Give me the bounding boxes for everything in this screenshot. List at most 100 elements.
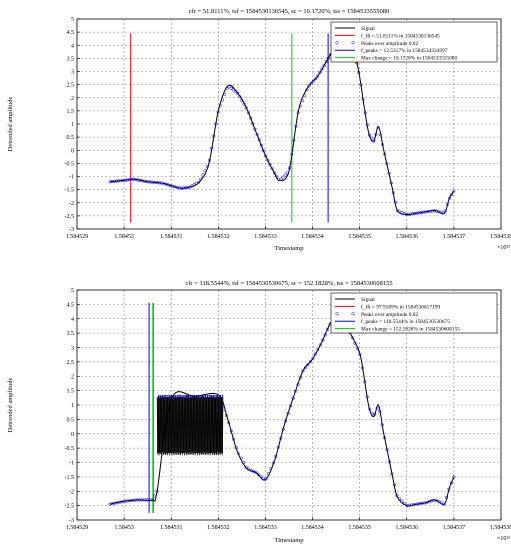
peak-point <box>326 56 330 60</box>
peak-point <box>219 394 223 398</box>
y-tick-label: 3 <box>71 346 74 352</box>
peak-point <box>316 347 320 351</box>
y-tick-label: 2.5 <box>67 83 75 89</box>
peak-point <box>270 167 274 171</box>
y-tick-label: 4.5 <box>67 30 75 36</box>
peak-point <box>151 180 155 184</box>
legend-marker <box>335 312 339 316</box>
peak-point <box>311 356 315 360</box>
peak-point <box>426 210 430 214</box>
peak-point <box>239 456 243 460</box>
peak-point <box>284 419 288 423</box>
y-axis-label: Detrended amplitude <box>7 97 14 152</box>
legend-label: Signal <box>361 26 375 32</box>
peak-point <box>292 138 296 142</box>
peak-point <box>205 164 209 169</box>
peak-point <box>422 210 426 214</box>
peak-point <box>276 445 280 449</box>
peak-point <box>359 83 363 87</box>
peak-point <box>360 366 364 370</box>
legend-label: Max change = 10.1720% in 1584533555080 <box>361 56 457 62</box>
x-tick-label: 1.584529 <box>66 525 89 531</box>
peak-point <box>404 212 408 216</box>
peak-point <box>380 423 384 427</box>
x-tick-label: 1.584532 <box>207 525 230 531</box>
peak-point <box>361 97 365 101</box>
peak-point <box>218 104 222 108</box>
chart-0: 1.584529 1.58453 1.584531 1.584532 1.584533 1… <box>7 8 511 252</box>
peak-point <box>233 89 237 93</box>
peak-point <box>320 67 324 71</box>
y-tick-label: -1.5 <box>65 475 75 481</box>
peak-point <box>117 179 121 183</box>
peak-point <box>291 396 295 400</box>
y-tick-label: 4.5 <box>67 302 75 308</box>
peak-point <box>181 186 186 190</box>
y-tick-label: 0.5 <box>67 417 75 423</box>
y-tick-label: -3 <box>69 518 74 524</box>
peak-point <box>274 454 278 458</box>
peak-point <box>402 501 406 506</box>
y-tick-label: 2 <box>71 374 74 380</box>
peak-point <box>393 200 398 204</box>
peak-point <box>266 472 270 476</box>
y-tick-label: 1.5 <box>67 109 75 115</box>
x-tick-label: 1.584536 <box>396 525 419 531</box>
peak-point <box>212 134 216 138</box>
peak-point <box>279 436 283 440</box>
peak-point <box>448 196 452 200</box>
y-tick-label: -2.5 <box>65 214 75 220</box>
oscillation-path <box>156 394 224 456</box>
x-tick-label: 1.584534 <box>301 525 324 531</box>
peak-point <box>306 363 310 367</box>
peak-point <box>383 436 387 440</box>
peak-point <box>153 180 157 185</box>
x-tick-labels: 1.584529 1.58453 1.584531 1.584532 1.584533 1… <box>66 525 511 531</box>
peak-point <box>290 152 294 156</box>
peak-point <box>257 138 261 142</box>
peak-point <box>160 181 164 185</box>
legend-box <box>330 21 498 63</box>
peak-point <box>253 127 257 131</box>
x-tick-label: 1.584536 <box>396 234 419 240</box>
peak-point <box>293 389 298 393</box>
peak-point <box>374 132 378 136</box>
x-tick-label: 1.584533 <box>254 234 277 240</box>
peak-point <box>415 211 419 215</box>
peak-point <box>236 91 240 95</box>
peak-point <box>375 406 379 410</box>
y-tick-label: 5 <box>71 288 74 294</box>
peak-point <box>395 493 399 497</box>
y-tick-label: 5 <box>71 17 74 23</box>
peak-point <box>301 369 305 373</box>
peak-point <box>370 136 374 140</box>
peak-point <box>168 183 173 188</box>
peak-point <box>114 179 119 183</box>
x-axis-label: Timestamp <box>274 537 303 544</box>
peak-point <box>173 185 177 189</box>
y-tick-label: 3 <box>71 70 74 76</box>
peak-point <box>391 191 395 195</box>
peak-point <box>406 212 411 216</box>
peak-point <box>171 184 175 188</box>
peak-point <box>372 139 376 143</box>
x-tick-label: 1.584529 <box>66 234 89 240</box>
peak-point <box>443 209 447 213</box>
y-tick-label: -3 <box>69 227 74 233</box>
peak-point <box>210 146 214 150</box>
peak-point <box>145 180 149 184</box>
x-tick-label: 1.584535 <box>348 525 371 531</box>
peak-point <box>449 481 453 485</box>
peak-point <box>283 173 287 177</box>
peak-point <box>378 133 382 137</box>
peak-point <box>119 179 123 183</box>
legend-label: Signal <box>361 297 375 303</box>
peak-point <box>439 501 444 505</box>
legend-label: f_fft = 51.8111% in 1584530136545 <box>361 32 440 39</box>
y-tick-label: 1 <box>71 122 74 128</box>
x-tick-label: 1.584533 <box>254 525 277 531</box>
peak-point <box>149 180 153 184</box>
peak-point <box>452 475 456 479</box>
peak-point <box>244 465 248 469</box>
x-axis-label: Timestamp <box>274 245 303 252</box>
